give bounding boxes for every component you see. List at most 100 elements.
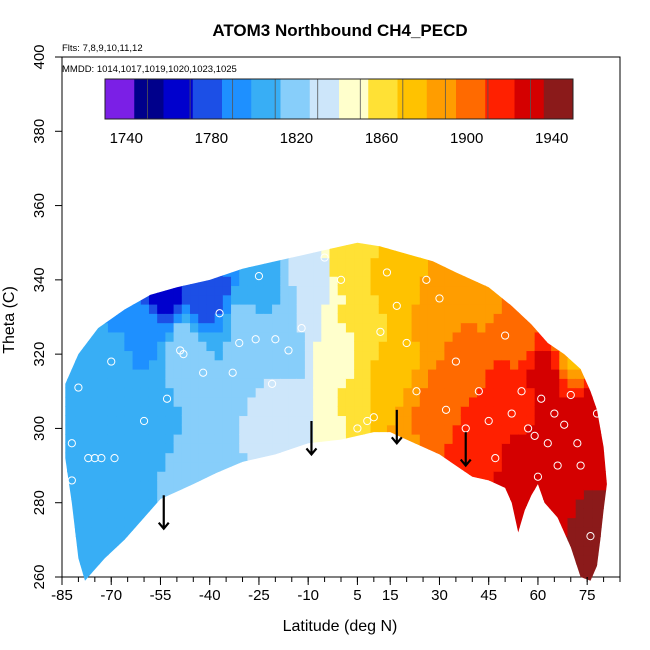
colorbar-frame xyxy=(104,78,574,120)
heat-cell xyxy=(75,341,84,352)
heat-cell xyxy=(386,415,396,426)
heat-cell xyxy=(116,248,125,259)
heat-cell xyxy=(173,471,183,482)
heat-cell xyxy=(280,322,290,333)
heat-cell xyxy=(313,322,322,333)
observation-marker xyxy=(435,294,444,303)
heat-cell xyxy=(198,378,208,389)
heat-cell xyxy=(575,526,585,537)
heat-cell xyxy=(329,536,339,547)
heat-cell xyxy=(567,387,577,398)
heat-cell xyxy=(99,248,109,259)
heat-cell xyxy=(65,276,68,287)
heat-cell xyxy=(206,242,216,249)
heat-cell xyxy=(206,452,216,463)
heat-cell xyxy=(124,434,134,444)
heat-cell xyxy=(469,434,478,444)
heat-cell xyxy=(329,313,339,324)
observation-marker xyxy=(179,350,188,359)
heat-cell xyxy=(403,424,413,435)
heat-cell xyxy=(567,424,577,435)
heat-cell xyxy=(559,526,569,537)
heat-cell xyxy=(460,350,470,361)
heat-cell xyxy=(600,564,607,574)
heat-cell xyxy=(378,331,388,342)
heat-cell xyxy=(190,499,199,509)
heat-cell xyxy=(567,564,577,574)
heat-cell xyxy=(337,545,347,556)
heat-cell xyxy=(370,266,380,277)
heat-cell xyxy=(526,545,536,556)
heat-cell xyxy=(116,294,125,305)
colorbar-bin xyxy=(134,79,164,119)
heat-cell xyxy=(280,406,290,417)
heat-cell xyxy=(575,294,585,305)
heat-cell xyxy=(222,443,232,454)
heat-cell xyxy=(345,266,355,277)
heat-cell xyxy=(190,508,199,519)
heat-cell xyxy=(354,230,363,240)
heat-cell xyxy=(617,332,626,342)
heat-cell xyxy=(501,304,511,314)
heat-cell xyxy=(617,369,626,379)
heat-cell xyxy=(436,406,445,417)
heat-cell xyxy=(231,369,240,379)
heat-cell xyxy=(510,424,519,435)
observation-marker xyxy=(228,368,237,377)
heat-cell xyxy=(542,350,552,361)
heat-cell xyxy=(75,369,84,379)
heat-cell xyxy=(411,424,421,435)
heat-cell xyxy=(419,322,429,333)
heat-cell xyxy=(362,230,371,240)
heat-cell xyxy=(91,322,101,333)
heat-cell xyxy=(132,341,142,352)
heat-cell xyxy=(510,276,519,287)
heat-cell xyxy=(575,424,585,435)
observation-marker xyxy=(110,454,119,463)
heat-cell xyxy=(313,536,322,547)
heat-cell xyxy=(296,554,306,565)
heat-cell xyxy=(206,350,216,361)
arrow-head xyxy=(390,436,403,446)
heat-cell xyxy=(559,434,569,444)
heat-cell xyxy=(337,387,347,398)
heat-cell xyxy=(542,545,552,556)
heat-cell xyxy=(280,313,290,324)
heat-cell xyxy=(214,242,224,249)
heat-cell xyxy=(460,359,470,370)
heat-cell xyxy=(296,341,306,352)
heat-cell xyxy=(469,583,478,593)
heat-cell xyxy=(65,536,68,547)
heat-cell xyxy=(222,564,232,574)
heat-cell xyxy=(107,554,117,565)
heat-cell xyxy=(116,554,125,565)
heat-cell xyxy=(419,452,429,463)
heat-cell xyxy=(214,341,224,352)
heat-cell xyxy=(304,369,314,379)
heat-cell xyxy=(609,480,618,490)
heat-cell xyxy=(255,489,265,500)
y-tick-label: 260 xyxy=(31,564,48,589)
heat-cell xyxy=(609,508,618,518)
heat-cell xyxy=(567,257,577,268)
heat-cell xyxy=(427,276,437,287)
heat-cell xyxy=(214,378,224,389)
heat-cell xyxy=(148,573,158,581)
heat-cell xyxy=(542,378,552,389)
heat-cell xyxy=(617,313,626,323)
heat-cell xyxy=(173,452,183,463)
heat-cell xyxy=(526,313,536,324)
heat-cell xyxy=(198,461,208,472)
observation-marker xyxy=(271,335,280,344)
heat-cell xyxy=(337,331,347,342)
heat-cell xyxy=(567,396,577,407)
heat-cell xyxy=(173,536,183,547)
heat-cell xyxy=(354,341,363,352)
heat-cell xyxy=(485,554,495,565)
heat-cell xyxy=(395,536,404,547)
heat-cell xyxy=(239,471,249,482)
heat-cell xyxy=(296,471,306,482)
heat-cell xyxy=(609,462,618,472)
heat-cell xyxy=(518,443,528,454)
heat-cell xyxy=(617,350,626,360)
